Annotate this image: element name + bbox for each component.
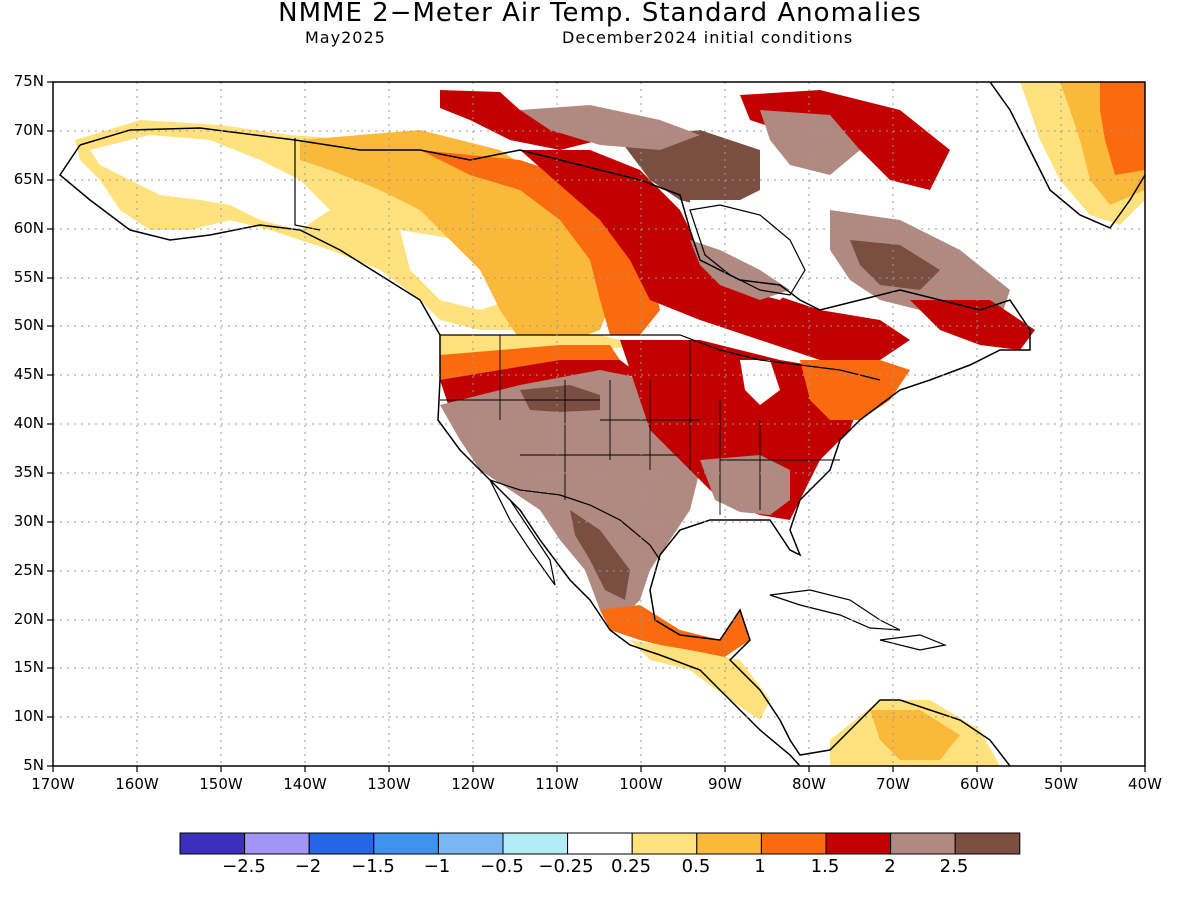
- colorbar-label: −0.5: [480, 856, 524, 877]
- anomaly-region-canada-arctic-brown: [620, 130, 760, 210]
- map-title: NMME 2−Meter Air Temp. Standard Anomalie…: [278, 0, 922, 28]
- lat-label: 65N: [13, 170, 44, 188]
- anomaly-region-southeast-brown: [700, 455, 790, 515]
- anomaly-region-newfoundland-red: [910, 300, 1035, 350]
- colorbar: [179, 832, 1021, 855]
- anomaly-region-great-lakes-white: [740, 360, 780, 405]
- lat-label: 40N: [13, 414, 44, 432]
- border-us-states: [440, 335, 840, 515]
- lon-label: 140W: [283, 775, 327, 793]
- lat-label: 30N: [13, 512, 44, 530]
- gridlines: [53, 82, 1145, 766]
- colorbar-label: −2.5: [222, 856, 266, 877]
- colorbar-swatch: [179, 832, 246, 855]
- colorbar-swatch: [308, 832, 375, 855]
- lon-label: 40W: [1128, 775, 1162, 793]
- colorbar-swatch: [373, 832, 439, 855]
- lat-label: 60N: [13, 219, 44, 237]
- colorbar-swatch: [890, 832, 956, 855]
- border-us-mexico: [489, 479, 661, 561]
- lon-label: 100W: [619, 775, 663, 793]
- anomaly-region-canada-orange: [420, 150, 660, 335]
- coastline-hudson-bay: [689, 204, 806, 296]
- colorbar-label: 1: [754, 856, 766, 877]
- lon-label: 120W: [451, 775, 495, 793]
- anomaly-region-baffin-brown: [760, 110, 860, 175]
- colorbar-label: −2: [294, 856, 322, 877]
- lat-label: 10N: [13, 707, 44, 725]
- colorbar-swatch: [696, 832, 762, 855]
- anomaly-region-northeast-orange: [800, 360, 910, 420]
- lon-label: 160W: [115, 775, 159, 793]
- colorbar-swatch: [760, 832, 827, 855]
- colorbar-swatch: [825, 832, 892, 855]
- lat-label: 75N: [13, 72, 44, 90]
- anomaly-region-alaska-white: [90, 135, 330, 230]
- colorbar-label: −1.5: [351, 856, 395, 877]
- coastline-baja: [489, 479, 556, 586]
- border-canada-us: [440, 334, 881, 381]
- lat-label: 35N: [13, 463, 44, 481]
- lat-label: 20N: [13, 610, 44, 628]
- colorbar-label: 1.5: [810, 856, 840, 877]
- coastline-west: [59, 144, 801, 766]
- colorbar-label: −1: [423, 856, 451, 877]
- lat-label: 50N: [13, 316, 44, 334]
- colorbar-label: 0.5: [681, 856, 711, 877]
- lat-label: 45N: [13, 365, 44, 383]
- lat-label: 70N: [13, 121, 44, 139]
- coastline-hispaniola: [879, 634, 948, 651]
- colorbar-swatch: [244, 832, 310, 855]
- lon-label: 80W: [792, 775, 826, 793]
- anomaly-region-southwest-dark-brown: [520, 385, 600, 412]
- colorbar-swatch: [631, 832, 698, 855]
- map-plot-area: [53, 82, 1145, 766]
- forecast-month: May2025: [305, 28, 386, 47]
- lon-label: 90W: [708, 775, 742, 793]
- colorbar-swatch: [954, 832, 1021, 855]
- anomaly-region-southwest-brown: [440, 370, 700, 620]
- colorbar-swatch: [567, 832, 633, 855]
- lon-label: 150W: [199, 775, 243, 793]
- axis-ticks: [47, 81, 1146, 772]
- anomaly-region-greenland-dark-orange: [1100, 82, 1145, 175]
- coastline-north-america: [79, 127, 1031, 766]
- colorbar-label: 2: [884, 856, 896, 877]
- lon-label: 70W: [876, 775, 910, 793]
- lat-label: 55N: [13, 268, 44, 286]
- anomaly-region-arctic-islands-red: [440, 90, 600, 150]
- lat-label: 15N: [13, 658, 44, 676]
- lon-label: 50W: [1044, 775, 1078, 793]
- lon-label: 110W: [535, 775, 579, 793]
- lat-label: 25N: [13, 561, 44, 579]
- colorbar-label: −0.25: [538, 856, 594, 877]
- colorbar-swatch: [437, 832, 504, 855]
- lat-label: 5N: [23, 756, 44, 774]
- lon-label: 170W: [31, 775, 75, 793]
- anomaly-region-us-east-red: [620, 340, 860, 520]
- anomaly-region-mexico-dark-brown: [570, 510, 630, 600]
- anomaly-region-central-america-yellow: [630, 640, 770, 720]
- anomaly-region-central-canada-red: [520, 150, 910, 360]
- lon-label: 60W: [960, 775, 994, 793]
- colorbar-swatch: [502, 832, 569, 855]
- border-alaska-canada: [294, 138, 321, 231]
- anomaly-region-arctic-islands-brown: [520, 105, 700, 150]
- anomaly-region-hudson-brown: [690, 240, 790, 300]
- colorbar-label: 2.5: [939, 856, 969, 877]
- anomaly-region-yukon-white: [400, 230, 510, 310]
- colorbar-label: 0.25: [610, 856, 652, 877]
- coastline-greenland: [989, 82, 1145, 229]
- lon-label: 130W: [367, 775, 411, 793]
- initial-conditions: December2024 initial conditions: [562, 28, 854, 47]
- coastline-cuba: [769, 589, 901, 631]
